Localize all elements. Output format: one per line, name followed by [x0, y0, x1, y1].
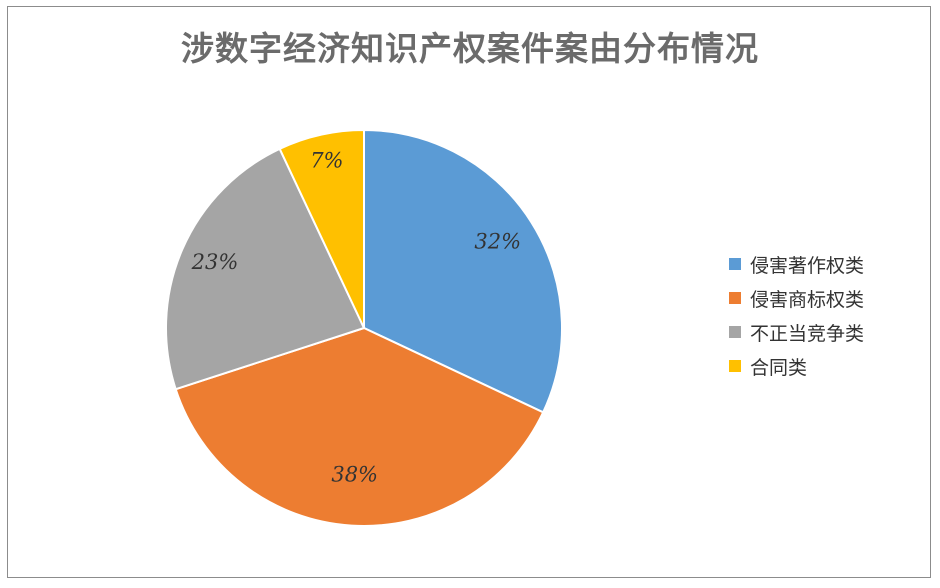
legend-swatch — [729, 258, 741, 270]
legend-label: 合同类 — [750, 356, 808, 379]
pie-slice-trademark — [174, 326, 545, 527]
pie-slice-copyright — [363, 128, 563, 414]
pie-label-copyright: 32% — [474, 230, 521, 254]
legend-swatch — [729, 326, 741, 338]
legend-item-unfair-competition: 不正当竞争类 — [729, 315, 864, 349]
legend-item-contract: 合同类 — [729, 349, 864, 383]
legend-label: 不正当竞争类 — [750, 322, 865, 345]
legend-label: 侵害商标权类 — [750, 288, 865, 311]
pie-labels: 32% 38% 23% 7% — [191, 148, 521, 486]
chart-title: 涉数字经济知识产权案件案由分布情况 — [181, 29, 759, 68]
legend-swatch — [729, 360, 741, 372]
pie-slice-unfair-competition — [165, 147, 366, 391]
pie-label-trademark: 38% — [331, 463, 378, 487]
legend-swatch — [729, 292, 741, 304]
pie-label-unfair-competition: 23% — [191, 250, 239, 274]
legend-item-copyright: 侵害著作权类 — [729, 247, 864, 281]
pie-label-contract: 7% — [310, 148, 343, 172]
pie-slice-contract — [278, 128, 365, 329]
legend-item-trademark: 侵害商标权类 — [729, 281, 864, 315]
legend-label: 侵害著作权类 — [750, 254, 865, 277]
pie-slices — [165, 128, 563, 527]
legend: 侵害著作权类 侵害商标权类 不正当竞争类 合同类 — [729, 247, 864, 383]
